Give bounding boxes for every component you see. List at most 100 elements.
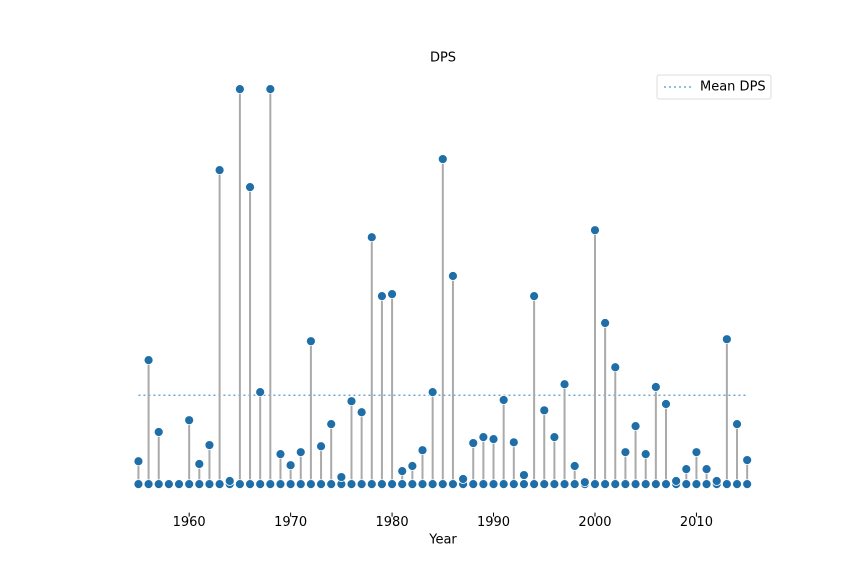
- base-marker: [143, 479, 154, 490]
- legend: Mean DPS: [656, 74, 772, 100]
- point: [306, 336, 316, 347]
- point: [732, 419, 742, 430]
- base-marker: [590, 479, 600, 490]
- base-marker: [204, 479, 215, 490]
- base-marker: [407, 479, 418, 490]
- base-marker: [427, 479, 438, 490]
- base-marker: [306, 479, 316, 490]
- point: [265, 84, 276, 95]
- point: [184, 415, 195, 426]
- legend-box: [656, 74, 772, 100]
- point: [488, 434, 499, 445]
- point: [326, 419, 337, 430]
- point: [275, 449, 286, 460]
- point: [721, 334, 732, 345]
- point: [133, 456, 144, 467]
- point: [640, 449, 651, 460]
- base-marker: [234, 479, 245, 490]
- base-marker: [620, 479, 631, 490]
- base-marker: [275, 479, 286, 490]
- point: [691, 447, 702, 458]
- base-marker: [346, 479, 357, 490]
- point: [437, 154, 448, 164]
- base-marker: [255, 479, 266, 490]
- base-marker: [133, 479, 144, 490]
- x-tick-label: 2000: [578, 515, 611, 530]
- point: [579, 477, 590, 488]
- base-marker: [245, 479, 255, 490]
- base-marker: [508, 479, 519, 490]
- base-marker: [742, 479, 753, 490]
- base-marker: [519, 479, 529, 490]
- base-marker: [569, 479, 580, 490]
- point: [295, 447, 306, 458]
- point: [285, 460, 296, 471]
- x-tick-label: 1980: [376, 515, 409, 530]
- base-marker: [295, 479, 306, 490]
- base-marker: [529, 479, 540, 490]
- base-marker: [559, 479, 570, 490]
- base-marker: [630, 479, 641, 490]
- chart-title: DPS: [430, 51, 456, 66]
- point: [529, 291, 540, 302]
- point: [671, 476, 682, 486]
- base-marker: [488, 479, 499, 490]
- point: [519, 470, 529, 480]
- base-marker: [721, 479, 732, 490]
- point: [336, 472, 347, 482]
- x-axis-label: Year: [428, 533, 457, 548]
- base-marker: [437, 479, 448, 490]
- base-marker: [397, 479, 408, 490]
- point: [143, 355, 154, 366]
- point: [366, 232, 377, 243]
- point: [356, 407, 367, 418]
- point: [245, 182, 255, 193]
- x-tick-label: 1960: [173, 515, 206, 530]
- point: [508, 437, 519, 448]
- point: [397, 466, 408, 477]
- point: [204, 440, 215, 450]
- point: [214, 165, 225, 176]
- base-marker: [691, 479, 702, 490]
- point: [468, 438, 479, 448]
- base-marker: [326, 479, 337, 490]
- point: [346, 396, 357, 407]
- base-marker: [214, 479, 225, 490]
- point: [600, 318, 611, 328]
- point: [539, 405, 550, 416]
- base-marker: [539, 479, 550, 490]
- point: [478, 432, 489, 443]
- point: [661, 399, 671, 409]
- point: [610, 362, 621, 373]
- point: [590, 225, 600, 236]
- base-marker: [498, 479, 509, 490]
- base-marker: [600, 479, 611, 490]
- x-tick-label: 1990: [477, 515, 510, 530]
- base-marker: [681, 479, 692, 490]
- point: [620, 447, 631, 458]
- point: [711, 476, 722, 486]
- base-marker: [478, 479, 489, 490]
- base-marker: [417, 479, 428, 490]
- point: [316, 441, 326, 452]
- x-tick-label: 2010: [680, 515, 713, 530]
- point: [448, 271, 458, 281]
- point: [498, 395, 509, 405]
- base-marker: [194, 479, 205, 490]
- point: [650, 382, 661, 392]
- x-tick-label: 1970: [274, 515, 307, 530]
- base-marker: [650, 479, 661, 490]
- base-marker: [661, 479, 671, 490]
- base-marker: [448, 479, 458, 490]
- base-marker: [549, 479, 560, 490]
- base-marker: [356, 479, 367, 490]
- point: [255, 387, 266, 398]
- point: [427, 387, 438, 398]
- point: [701, 464, 712, 475]
- point: [194, 459, 205, 469]
- point: [569, 461, 580, 471]
- base-marker: [184, 479, 195, 490]
- point: [224, 476, 235, 486]
- base-marker: [366, 479, 377, 490]
